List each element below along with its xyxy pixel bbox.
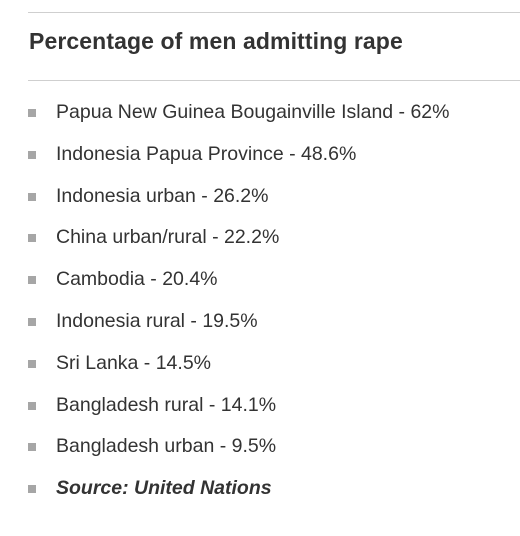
box-title: Percentage of men admitting rape	[29, 28, 403, 54]
list-item: Bangladesh rural - 14.1%	[28, 391, 450, 433]
list-item-text: Papua New Guinea Bougainville Island - 6…	[56, 101, 450, 123]
square-bullet-icon	[28, 192, 36, 201]
source-item: Source: United Nations	[28, 474, 450, 516]
list-item-text: Indonesia urban - 26.2%	[56, 184, 269, 207]
square-bullet-icon	[28, 150, 36, 159]
fact-box: Percentage of men admitting rape Papua N…	[28, 0, 520, 536]
title-divider	[28, 80, 520, 81]
list-item: Cambodia - 20.4%	[28, 265, 450, 307]
list-item: Sri Lanka - 14.5%	[28, 349, 450, 391]
list-item: Indonesia Papua Province - 48.6%	[28, 140, 450, 182]
list-item-text: Indonesia rural - 19.5%	[56, 309, 258, 332]
list-item: China urban/rural - 22.2%	[28, 223, 450, 265]
list-item: Indonesia rural - 19.5%	[28, 307, 450, 349]
square-bullet-icon	[28, 234, 36, 243]
list-item: Bangladesh urban - 9.5%	[28, 432, 450, 474]
source-text: Source: United Nations	[56, 477, 272, 500]
square-bullet-icon	[28, 317, 36, 326]
square-bullet-icon	[28, 485, 36, 494]
square-bullet-icon	[28, 443, 36, 452]
list-item-text: Indonesia Papua Province - 48.6%	[56, 142, 357, 165]
statistics-list: Papua New Guinea Bougainville Island - 6…	[28, 98, 450, 516]
top-divider	[28, 12, 520, 13]
square-bullet-icon	[28, 359, 36, 368]
list-item-text: Sri Lanka - 14.5%	[56, 351, 212, 374]
list-item-text: Cambodia - 20.4%	[56, 268, 218, 291]
list-item: Indonesia urban - 26.2%	[28, 182, 450, 224]
list-item: Papua New Guinea Bougainville Island - 6…	[28, 98, 450, 140]
list-item-text: China urban/rural - 22.2%	[56, 226, 280, 249]
square-bullet-icon	[28, 401, 36, 410]
square-bullet-icon	[28, 109, 36, 117]
square-bullet-icon	[28, 276, 36, 285]
list-item-text: Bangladesh rural - 14.1%	[56, 393, 277, 416]
list-item-text: Bangladesh urban - 9.5%	[56, 435, 277, 458]
